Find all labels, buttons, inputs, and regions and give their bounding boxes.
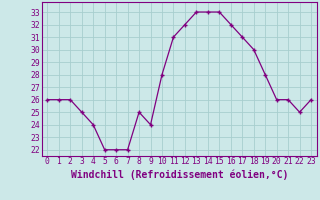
X-axis label: Windchill (Refroidissement éolien,°C): Windchill (Refroidissement éolien,°C) bbox=[70, 169, 288, 180]
